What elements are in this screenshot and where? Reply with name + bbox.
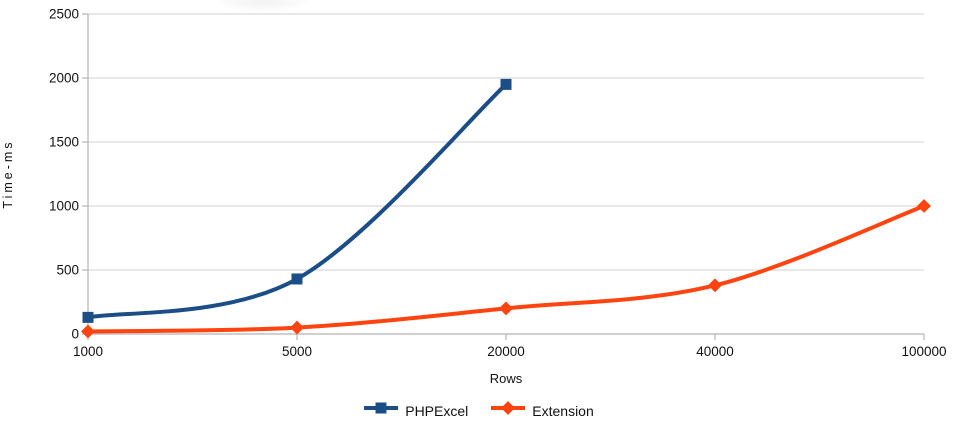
y-tick-label: 2000 (49, 71, 79, 86)
legend-swatch-square (364, 402, 399, 414)
chart-legend: PHPExcel Extension (0, 401, 957, 420)
screen-smudge-artifact (213, 0, 313, 12)
legend-label-extension: Extension (532, 402, 594, 419)
x-tick-label: 5000 (282, 344, 312, 359)
y-axis-title: Time-ms (1, 139, 15, 209)
legend-marker-diamond-icon (490, 401, 526, 420)
legend-swatch-diamond (491, 401, 526, 415)
data-point-extension (81, 324, 95, 339)
x-axis-title: Rows (489, 371, 523, 386)
x-tick-label: 20000 (487, 344, 525, 359)
legend-item-phpexcel: PHPExcel (363, 401, 468, 420)
y-tick-label: 1000 (49, 199, 79, 214)
data-point-extension (708, 278, 722, 293)
x-tick-label: 1000 (73, 344, 103, 359)
x-tick-label: 100000 (901, 344, 946, 359)
data-point-phpexcel (291, 273, 303, 285)
legend-item-extension: Extension (490, 401, 594, 420)
legend-marker-square-icon (363, 401, 399, 420)
data-point-extension (917, 199, 931, 213)
x-tick-label: 40000 (696, 344, 734, 359)
y-tick-label: 500 (56, 263, 79, 278)
data-point-phpexcel (500, 78, 512, 90)
data-point-phpexcel (82, 311, 94, 323)
y-tick-label: 1500 (49, 135, 79, 150)
data-point-extension (290, 320, 304, 335)
data-point-extension (499, 301, 513, 316)
legend-label-phpexcel: PHPExcel (405, 402, 469, 419)
y-tick-label: 0 (71, 327, 79, 342)
y-tick-label: 2500 (49, 7, 79, 22)
